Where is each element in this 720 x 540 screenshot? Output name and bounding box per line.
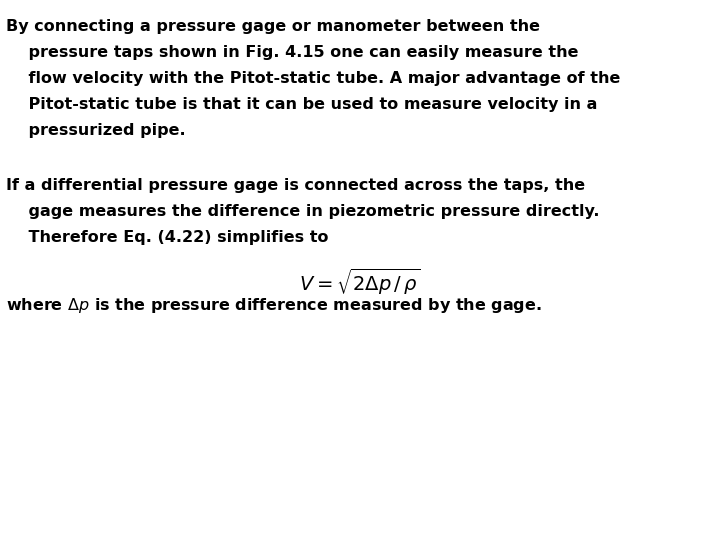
Text: pressure taps shown in Fig. 4.15 one can easily measure the: pressure taps shown in Fig. 4.15 one can… <box>6 45 578 60</box>
Text: $V = \sqrt{2\Delta p\,/\,\rho}$: $V = \sqrt{2\Delta p\,/\,\rho}$ <box>300 267 420 297</box>
Text: Pitot-static tube is that it can be used to measure velocity in a: Pitot-static tube is that it can be used… <box>6 97 597 112</box>
Text: gage measures the difference in piezometric pressure directly.: gage measures the difference in piezomet… <box>6 204 599 219</box>
Text: where $\Delta p$ is the pressure difference measured by the gage.: where $\Delta p$ is the pressure differe… <box>6 296 541 315</box>
Text: flow velocity with the Pitot-static tube. A major advantage of the: flow velocity with the Pitot-static tube… <box>6 71 620 86</box>
Text: pressurized pipe.: pressurized pipe. <box>6 123 185 138</box>
Text: Therefore Eq. (4.22) simplifies to: Therefore Eq. (4.22) simplifies to <box>6 230 328 245</box>
Text: If a differential pressure gage is connected across the taps, the: If a differential pressure gage is conne… <box>6 178 585 193</box>
Text: By connecting a pressure gage or manometer between the: By connecting a pressure gage or manomet… <box>6 19 540 34</box>
